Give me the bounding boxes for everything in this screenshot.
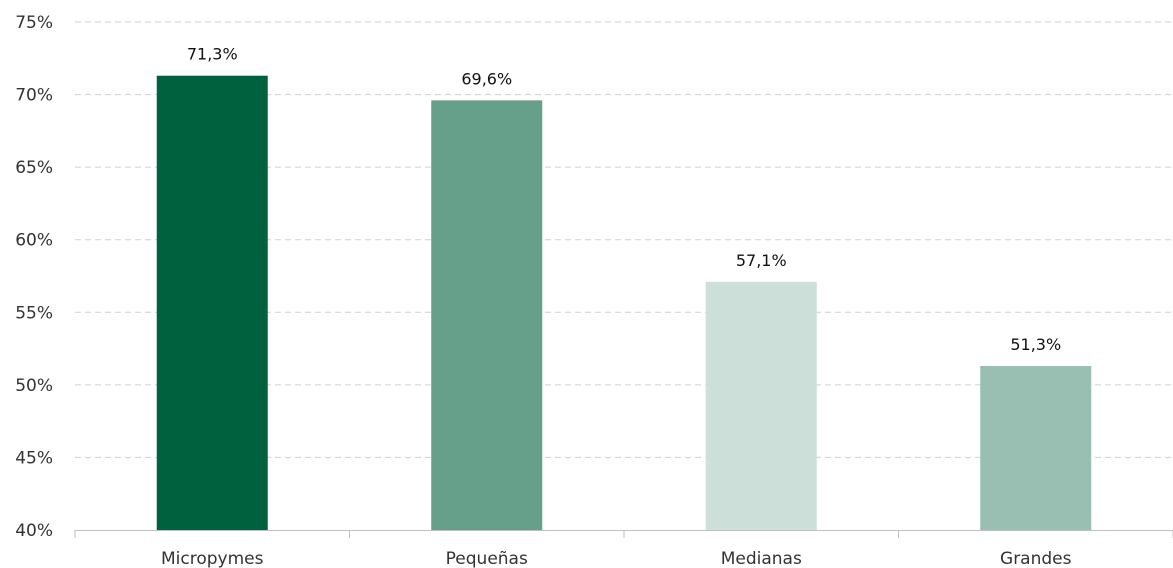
- bars: [156, 75, 1092, 531]
- bar: [980, 365, 1092, 530]
- bar: [156, 75, 268, 531]
- category-label: Medianas: [721, 549, 802, 568]
- y-tick-label: 40%: [15, 521, 53, 541]
- category-label: Micropymes: [161, 549, 264, 568]
- category-labels: Micropymes Pequeñas Medianas Grandes: [161, 549, 1072, 568]
- y-tick-label: 60%: [15, 231, 53, 251]
- x-axis: [74, 530, 1173, 538]
- y-tick-label: 65%: [15, 158, 53, 178]
- y-tick-label: 55%: [15, 303, 53, 323]
- bar: [431, 100, 543, 531]
- category-label: Pequeñas: [446, 549, 528, 568]
- y-tick-label: 45%: [15, 448, 53, 468]
- y-tick-label: 70%: [15, 86, 53, 106]
- data-label: 57,1%: [736, 251, 787, 270]
- data-labels: 71,3% 69,6% 57,1% 51,3%: [187, 45, 1061, 354]
- category-label: Grandes: [1000, 549, 1072, 568]
- y-tick-label: 75%: [15, 13, 53, 33]
- data-label: 51,3%: [1010, 335, 1061, 354]
- data-label: 71,3%: [187, 45, 238, 64]
- bar: [705, 281, 817, 530]
- y-tick-label: 50%: [15, 376, 53, 396]
- y-axis-ticks: 40% 45% 50% 55% 60% 65% 70% 75%: [15, 13, 53, 541]
- data-label: 69,6%: [461, 69, 512, 88]
